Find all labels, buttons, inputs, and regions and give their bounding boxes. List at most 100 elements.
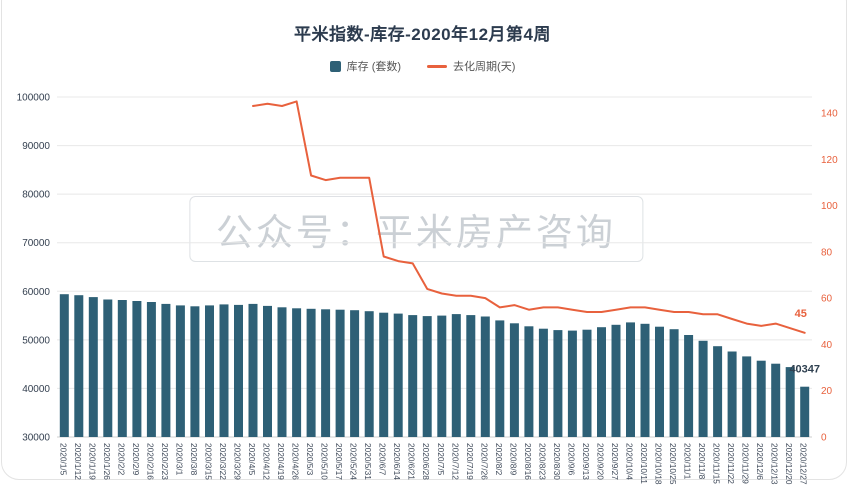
bar xyxy=(495,320,505,437)
bar xyxy=(364,311,374,437)
bar xyxy=(466,315,476,437)
left-axis-tick-label: 90000 xyxy=(22,141,50,152)
bar xyxy=(219,304,229,437)
left-axis-tick-label: 70000 xyxy=(22,238,50,249)
bar xyxy=(567,330,577,437)
bar xyxy=(597,327,606,437)
bar xyxy=(393,313,403,437)
legend: 库存 (套数) 去化周期(天) xyxy=(0,58,845,74)
bar xyxy=(698,340,708,437)
bar xyxy=(756,360,766,437)
x-axis-label: 2020/6/21 xyxy=(407,443,417,480)
x-axis-label: 2020/1/12 xyxy=(73,443,83,480)
bar xyxy=(59,294,69,437)
bar xyxy=(132,301,142,437)
x-axis-label: 2020/7/12 xyxy=(450,443,460,480)
bar xyxy=(626,322,635,437)
x-axis-label: 2020/5/3 xyxy=(305,443,315,476)
x-axis-label: 2020/4/19 xyxy=(276,443,286,480)
right-axis-tick-label: 20 xyxy=(821,386,833,397)
bar xyxy=(509,323,519,437)
bar xyxy=(234,304,243,437)
bar xyxy=(524,326,534,437)
line-swatch-icon xyxy=(427,64,448,68)
x-axis-label: 2020/6/7 xyxy=(378,443,388,476)
x-axis-label: 2020/7/19 xyxy=(465,443,475,480)
bar xyxy=(379,312,389,437)
inventory-bars xyxy=(59,294,810,437)
left-axis-tick-label: 50000 xyxy=(22,335,50,346)
x-axis-label: 2020/5/10 xyxy=(320,443,330,480)
x-axis-label: 2020/10/4 xyxy=(625,443,635,480)
x-axis-label: 2020/12/6 xyxy=(755,443,765,480)
right-axis-tick-label: 140 xyxy=(821,108,838,119)
bar xyxy=(684,335,694,437)
x-axis-label: 2020/2/23 xyxy=(160,443,170,480)
legend-item-absorption[interactable]: 去化周期(天) xyxy=(427,58,515,74)
bar xyxy=(146,302,156,437)
bar xyxy=(713,346,723,437)
bar xyxy=(205,305,214,437)
x-axis-label: 2020/4/12 xyxy=(262,443,272,480)
left-axis-tick-label: 100000 xyxy=(17,93,51,104)
x-axis-label: 2020/9/6 xyxy=(566,443,576,476)
right-axis-tick-label: 0 xyxy=(821,433,827,444)
x-axis-label: 2020/5/24 xyxy=(349,443,359,480)
x-axis-label: 2020/9/13 xyxy=(581,443,591,480)
x-axis-label: 2020/3/15 xyxy=(203,443,213,480)
bar xyxy=(408,315,418,437)
x-axis-label: 2020/11/1 xyxy=(683,443,693,480)
bar xyxy=(74,295,84,437)
bar xyxy=(190,306,200,437)
left-axis-tick-label: 60000 xyxy=(22,287,50,298)
x-axis-label: 2020/8/30 xyxy=(552,443,562,480)
bar xyxy=(480,316,490,437)
bar xyxy=(655,326,664,437)
bar xyxy=(611,324,621,437)
x-axis-label: 2020/12/27 xyxy=(799,443,809,485)
bar xyxy=(422,316,432,437)
x-axis-label: 2020/6/28 xyxy=(421,443,431,480)
x-axis-label: 2020/8/2 xyxy=(494,443,504,476)
x-axis-label: 2020/8/9 xyxy=(508,443,518,476)
x-axis-label: 2020/10/11 xyxy=(639,443,649,484)
x-axis-label: 2020/12/20 xyxy=(784,443,794,485)
bar xyxy=(742,356,752,437)
bar xyxy=(437,315,447,437)
legend-label-absorption: 去化周期(天) xyxy=(453,61,516,73)
bar xyxy=(727,351,737,437)
bar xyxy=(669,329,679,437)
bar xyxy=(350,310,360,437)
right-axis-tick-label: 100 xyxy=(821,201,838,212)
right-axis-tick-label: 40 xyxy=(821,340,833,351)
right-axis-tick-label: 80 xyxy=(821,247,833,258)
watermark: 公众号：平米房产咨询 xyxy=(188,196,643,262)
bar xyxy=(538,328,548,437)
x-axis-label: 2020/5/31 xyxy=(363,443,373,480)
x-axis-label: 2020/2/9 xyxy=(131,443,141,476)
x-axis-label: 2020/6/14 xyxy=(392,443,402,480)
bar xyxy=(175,305,185,437)
x-axis-label: 2020/2/2 xyxy=(116,443,126,476)
x-axis-label: 2020/2/16 xyxy=(145,443,155,480)
x-axis-label: 2020/10/18 xyxy=(654,443,664,485)
x-axis-label: 2020/1/26 xyxy=(102,443,112,480)
absorption-line xyxy=(252,100,806,334)
bar xyxy=(582,329,592,437)
chart-title: 平米指数-库存-2020年12月第4周 xyxy=(293,25,551,44)
bar xyxy=(292,308,302,437)
x-axis-label: 2020/3/22 xyxy=(218,443,228,480)
x-axis-label: 2020/10/25 xyxy=(668,443,678,485)
bar xyxy=(277,307,287,437)
legend-item-inventory[interactable]: 库存 (套数) xyxy=(329,58,401,74)
bar xyxy=(553,330,563,437)
x-axis-label: 2020/1/5 xyxy=(58,443,68,476)
left-axis-tick-label: 40000 xyxy=(22,384,50,395)
x-axis-label: 2020/11/15 xyxy=(712,443,722,484)
bar xyxy=(321,309,331,437)
x-axis-label: 2020/1/19 xyxy=(87,443,97,480)
right-axis-tick-label: 60 xyxy=(821,294,833,305)
x-axis-label: 2020/11/22 xyxy=(726,443,736,484)
bar xyxy=(771,363,781,437)
